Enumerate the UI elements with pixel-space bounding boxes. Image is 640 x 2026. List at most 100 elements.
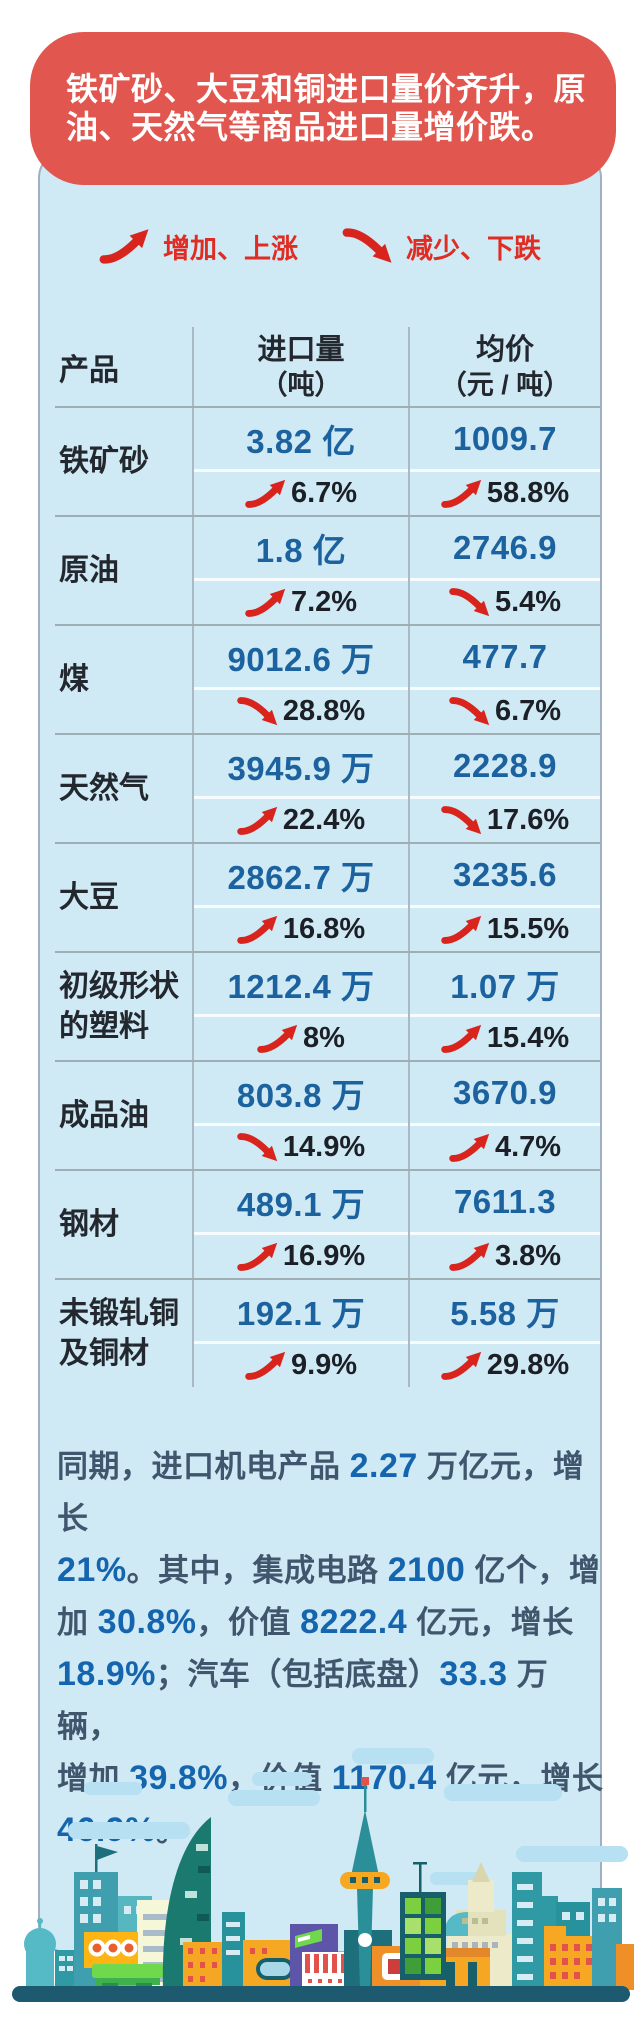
price-change-value: 15.5% [486, 913, 570, 945]
quantity-cell: 2862.7 万 16.8% [192, 844, 408, 951]
up-arrow-icon [99, 227, 151, 265]
highlight-number: 18.9% [57, 1655, 156, 1693]
cityscape-illustration [12, 1748, 634, 2002]
table-header-row: 产品 进口量 （吨） 均价 （元 / 吨） [55, 327, 600, 406]
quantity-value: 9012.6 万 [227, 640, 375, 678]
up-arrow-icon [245, 1350, 287, 1381]
price-change: 3.8% [410, 1235, 600, 1278]
quantity-change: 9.9% [194, 1344, 408, 1387]
highlight-number: 1170.4 [331, 1759, 437, 1797]
quantity-cell: 1.8 亿 7.2% [192, 517, 408, 624]
price-cell: 7611.3 3.8% [408, 1171, 600, 1278]
quantity-change: 7.2% [194, 581, 408, 624]
quantity-change-value: 28.8% [282, 695, 366, 727]
quantity-header-title: 进口量 [257, 333, 345, 366]
cell-divider [410, 578, 600, 581]
quantity-change: 14.9% [194, 1126, 408, 1169]
paragraph-text: ，价值 [196, 1605, 301, 1640]
price-value: 3235.6 [453, 855, 557, 893]
price-change-value: 3.8% [494, 1240, 562, 1272]
quantity-cell: 3.82 亿 6.7% [192, 408, 408, 515]
price-change-value: 15.4% [486, 1022, 570, 1054]
up-arrow-icon [441, 478, 483, 509]
table-row: 天然气 3945.9 万 22.4% 2228.9 17.6% [55, 733, 600, 842]
price-header-title: 均价 [475, 333, 534, 366]
price-value: 3670.9 [453, 1073, 557, 1111]
up-arrow-icon [449, 1241, 491, 1272]
product-name: 成品油 [59, 1098, 149, 1132]
quantity-cell: 192.1 万 9.9% [192, 1280, 408, 1387]
price-change: 6.7% [410, 690, 600, 733]
quantity-value: 803.8 万 [236, 1076, 366, 1114]
price-change-value: 17.6% [486, 804, 570, 836]
price-change-value: 6.7% [494, 695, 562, 727]
quantity-cell: 3945.9 万 22.4% [192, 735, 408, 842]
column-header-product: 产品 [59, 353, 119, 387]
quantity-change: 22.4% [194, 799, 408, 842]
cell-divider [194, 905, 408, 908]
quantity-value: 3945.9 万 [227, 749, 375, 787]
price-value: 477.7 [462, 637, 548, 675]
price-change: 29.8% [410, 1344, 600, 1387]
highlight-number: 30.8% [97, 1603, 197, 1641]
up-arrow-icon [237, 805, 279, 836]
price-cell: 2228.9 17.6% [408, 735, 600, 842]
quantity-value: 1.8 亿 [255, 531, 347, 569]
down-arrow-icon [449, 587, 491, 618]
quantity-cell: 803.8 万 14.9% [192, 1062, 408, 1169]
product-name: 初级形状的塑料 [59, 969, 179, 1043]
price-value: 2746.9 [453, 528, 557, 566]
down-arrow-icon [449, 696, 491, 727]
price-value: 1009.7 [453, 419, 557, 457]
price-cell: 1.07 万 15.4% [408, 953, 600, 1060]
price-cell: 3235.6 15.5% [408, 844, 600, 951]
column-header-quantity: 进口量 （吨） [192, 327, 408, 406]
up-arrow-icon [441, 914, 483, 945]
price-change: 5.4% [410, 581, 600, 624]
cell-divider [194, 687, 408, 690]
paragraph-text: ；汽车（包括底盘） [155, 1657, 440, 1692]
down-arrow-icon [342, 227, 394, 265]
cell-divider [194, 1232, 408, 1235]
table-row: 成品油 803.8 万 14.9% 3670.9 4.7% [55, 1060, 600, 1169]
quantity-header-unit: （吨） [260, 369, 342, 400]
up-arrow-icon [449, 1132, 491, 1163]
quantity-cell: 489.1 万 16.9% [192, 1171, 408, 1278]
price-cell: 3670.9 4.7% [408, 1062, 600, 1169]
highlight-number: 8222.4 [300, 1603, 408, 1641]
quantity-change-value: 14.9% [282, 1131, 366, 1163]
quantity-change-value: 16.9% [282, 1240, 366, 1272]
cell-divider [410, 469, 600, 472]
quantity-cell: 1212.4 万 8% [192, 953, 408, 1060]
legend-item-down: 减少、下跌 [342, 227, 541, 266]
paragraph-text: 亿个，增 [465, 1553, 601, 1588]
quantity-value: 3.82 亿 [246, 422, 356, 460]
down-arrow-icon [441, 805, 483, 836]
quantity-change-value: 22.4% [282, 804, 366, 836]
table-row: 铁矿砂 3.82 亿 6.7% 1009.7 58.8% [55, 406, 600, 515]
price-change: 17.6% [410, 799, 600, 842]
cell-divider [194, 1123, 408, 1126]
legend-item-up: 增加、上涨 [99, 227, 298, 266]
quantity-change: 16.8% [194, 908, 408, 951]
up-arrow-icon [237, 1241, 279, 1272]
paragraph-text: 亿元，增长 [407, 1605, 574, 1640]
cell-divider [410, 1232, 600, 1235]
paragraph-text: 万辆， [57, 1657, 549, 1744]
price-change-value: 4.7% [494, 1131, 562, 1163]
quantity-change-value: 9.9% [290, 1349, 358, 1381]
product-name: 原油 [59, 553, 119, 587]
cell-divider [194, 578, 408, 581]
price-change: 4.7% [410, 1126, 600, 1169]
price-change: 15.5% [410, 908, 600, 951]
quantity-change: 16.9% [194, 1235, 408, 1278]
headline-text: 铁矿砂、大豆和铜进口量价齐升，原 油、天然气等商品进口量增价跌。 [66, 70, 586, 146]
paragraph-text: 同期，进口机电产品 [57, 1449, 350, 1484]
cell-divider [194, 469, 408, 472]
up-arrow-icon [237, 914, 279, 945]
summary-paragraph: 同期，进口机电产品 2.27 万亿元，增长 21%。其中，集成电路 2100 亿个… [57, 1441, 605, 1857]
cell-divider [410, 687, 600, 690]
table-row: 原油 1.8 亿 7.2% 2746.9 5.4% [55, 515, 600, 624]
highlight-number: 2.27 [349, 1447, 418, 1485]
quantity-change: 6.7% [194, 472, 408, 515]
